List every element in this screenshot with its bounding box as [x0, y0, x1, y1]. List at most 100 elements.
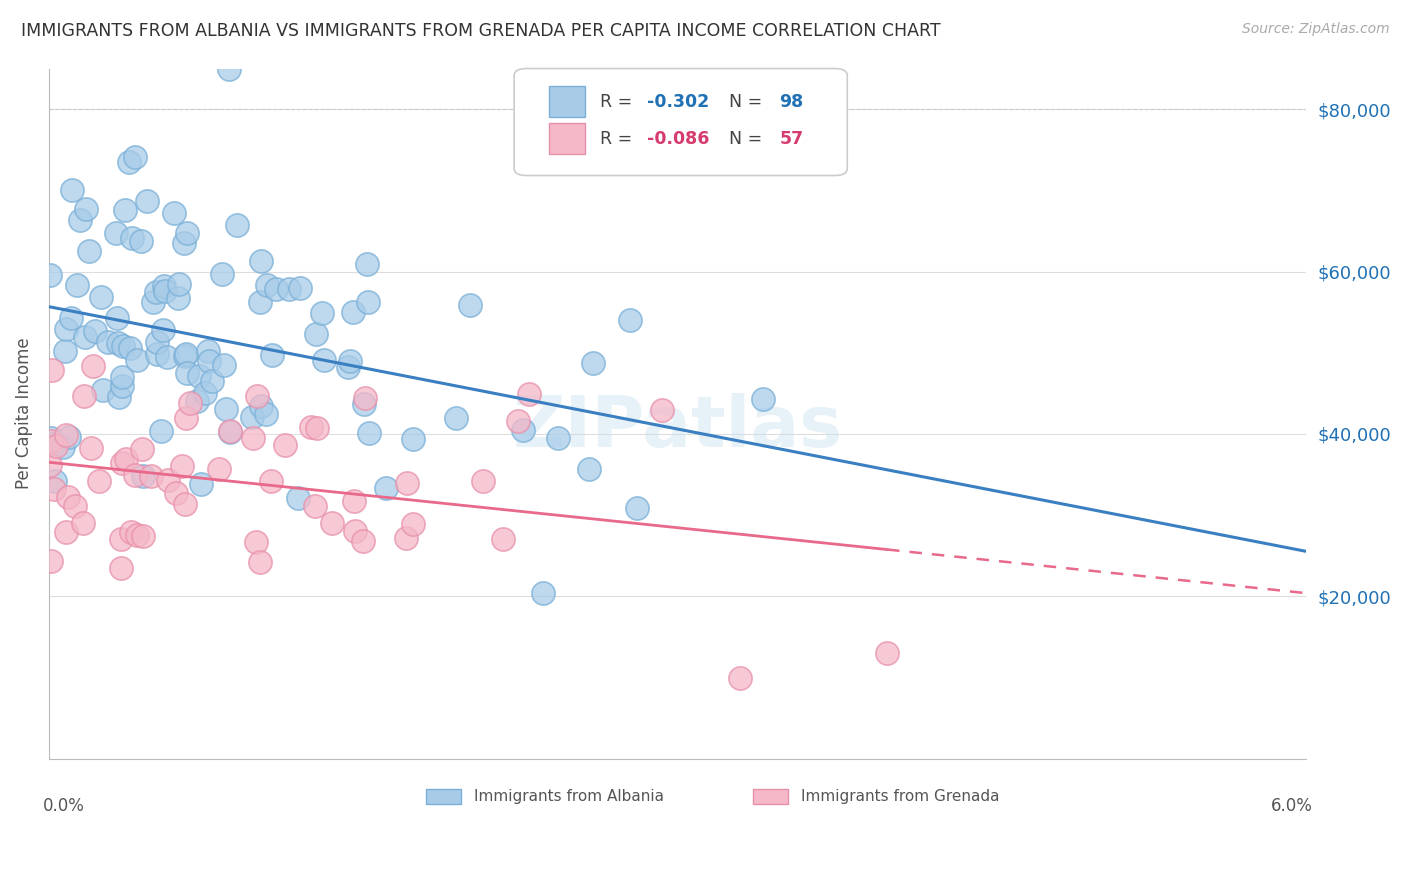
- Text: R =: R =: [599, 93, 637, 111]
- Point: [132, 528, 155, 542]
- Point: [97, 334, 120, 349]
- Point: [211, 268, 233, 282]
- Point: [651, 402, 673, 417]
- Point: [107, 336, 129, 351]
- Point: [336, 359, 359, 374]
- Point: [112, 338, 135, 352]
- Point: [396, 475, 419, 490]
- Point: [531, 586, 554, 600]
- Point: [45, 439, 67, 453]
- Point: [254, 408, 277, 422]
- Point: [55, 525, 77, 540]
- Point: [471, 474, 494, 488]
- Point: [39, 554, 62, 568]
- Point: [311, 306, 333, 320]
- Point: [342, 305, 364, 319]
- Point: [120, 341, 142, 355]
- Point: [111, 379, 134, 393]
- Text: N =: N =: [718, 130, 768, 148]
- Point: [304, 327, 326, 342]
- Point: [512, 423, 534, 437]
- Point: [752, 392, 775, 406]
- Point: [578, 462, 600, 476]
- Point: [166, 486, 188, 500]
- Text: 0.0%: 0.0%: [42, 797, 84, 814]
- Point: [118, 154, 141, 169]
- Point: [242, 431, 264, 445]
- Point: [170, 458, 193, 473]
- Text: 57: 57: [779, 130, 803, 148]
- Point: [508, 414, 530, 428]
- Text: -0.086: -0.086: [647, 130, 710, 148]
- Point: [218, 424, 240, 438]
- Point: [582, 356, 605, 370]
- Point: [240, 409, 263, 424]
- Point: [55, 322, 77, 336]
- Point: [356, 257, 378, 271]
- Point: [197, 344, 219, 359]
- Point: [187, 369, 209, 384]
- Point: [208, 462, 231, 476]
- Point: [39, 434, 62, 448]
- Point: [197, 353, 219, 368]
- Text: Immigrants from Albania: Immigrants from Albania: [474, 789, 664, 805]
- Point: [288, 281, 311, 295]
- Bar: [550, 87, 585, 117]
- Point: [114, 451, 136, 466]
- Point: [141, 468, 163, 483]
- Point: [260, 474, 283, 488]
- Point: [39, 431, 62, 445]
- Text: Source: ZipAtlas.com: Source: ZipAtlas.com: [1241, 22, 1389, 37]
- Point: [146, 347, 169, 361]
- Point: [730, 671, 752, 685]
- Point: [107, 390, 129, 404]
- Point: [186, 394, 208, 409]
- Point: [321, 516, 343, 530]
- Point: [176, 366, 198, 380]
- Point: [876, 646, 898, 660]
- Point: [56, 490, 79, 504]
- Point: [72, 516, 94, 530]
- Point: [262, 348, 284, 362]
- Point: [114, 202, 136, 217]
- Point: [124, 150, 146, 164]
- Point: [374, 481, 396, 495]
- Point: [357, 295, 380, 310]
- Point: [264, 283, 287, 297]
- Point: [104, 227, 127, 241]
- Point: [402, 517, 425, 532]
- Point: [446, 411, 468, 425]
- Point: [111, 370, 134, 384]
- FancyBboxPatch shape: [515, 69, 848, 176]
- Point: [38, 268, 60, 283]
- Point: [55, 343, 77, 358]
- Point: [75, 330, 97, 344]
- Text: 98: 98: [779, 93, 804, 111]
- Point: [44, 437, 66, 451]
- Point: [174, 410, 197, 425]
- Point: [314, 353, 336, 368]
- Point: [82, 359, 104, 373]
- Point: [353, 391, 375, 405]
- Point: [352, 534, 374, 549]
- Point: [256, 277, 278, 292]
- Point: [51, 440, 73, 454]
- Point: [145, 285, 167, 299]
- Bar: [550, 123, 585, 154]
- Text: R =: R =: [599, 130, 637, 148]
- Text: -0.302: -0.302: [647, 93, 710, 111]
- Point: [163, 205, 186, 219]
- Point: [152, 323, 174, 337]
- Point: [214, 358, 236, 372]
- Point: [146, 335, 169, 350]
- Point: [156, 473, 179, 487]
- Point: [167, 277, 190, 291]
- Point: [83, 325, 105, 339]
- Point: [77, 244, 100, 258]
- Point: [60, 183, 83, 197]
- Text: N =: N =: [718, 93, 768, 111]
- Point: [156, 350, 179, 364]
- Point: [547, 431, 569, 445]
- Point: [105, 311, 128, 326]
- Point: [110, 532, 132, 546]
